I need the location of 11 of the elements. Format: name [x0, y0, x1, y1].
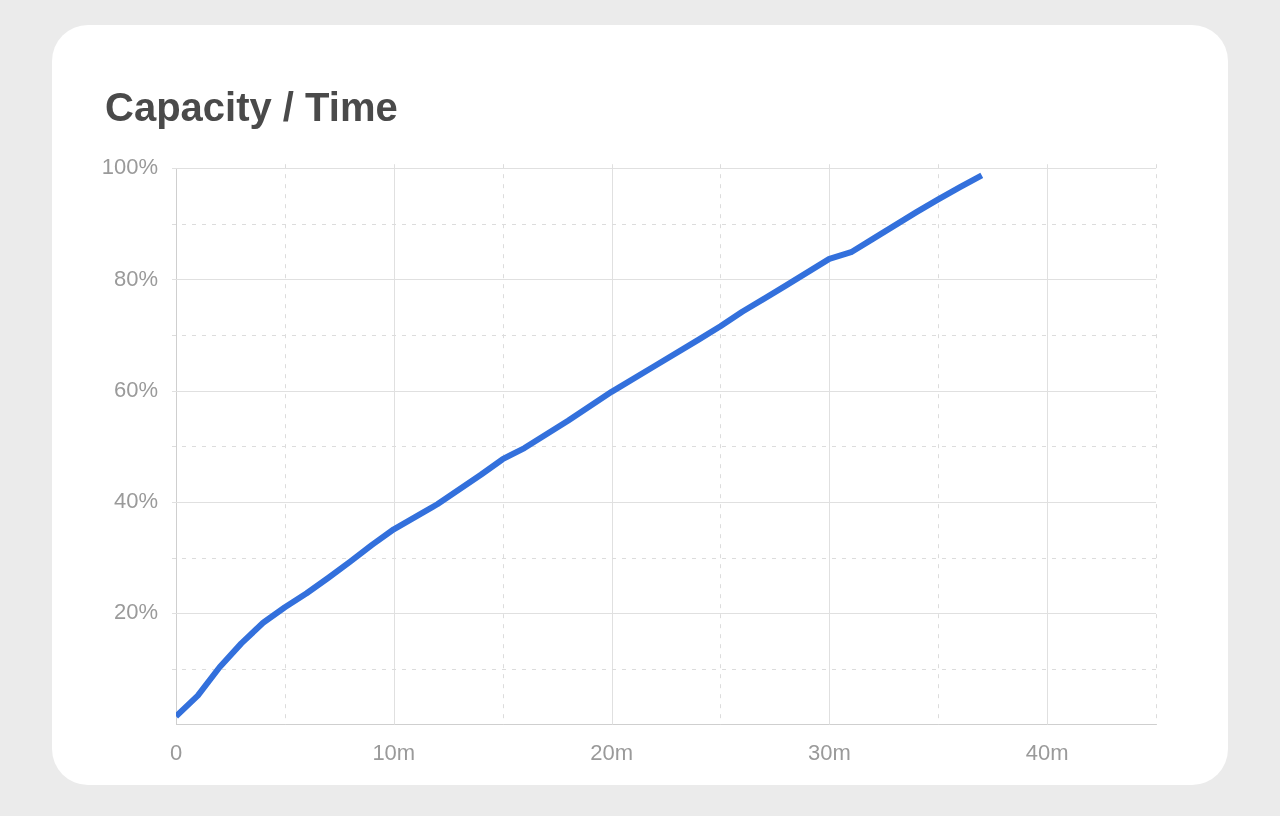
x-tick-label: 10m: [372, 739, 416, 765]
y-tick-label: 40%: [113, 488, 158, 514]
chart-title: Capacity / Time: [105, 85, 398, 130]
x-tick-label: 0: [169, 739, 183, 765]
x-tick-label: 30m: [807, 739, 851, 765]
x-tick-label: 40m: [1025, 739, 1069, 765]
x-tick-label: 20m: [590, 739, 633, 765]
y-tick-label: 20%: [113, 599, 158, 625]
y-tick-label: 60%: [113, 376, 158, 402]
y-tick-label: 100%: [101, 154, 158, 180]
y-tick-label: 80%: [113, 265, 158, 291]
